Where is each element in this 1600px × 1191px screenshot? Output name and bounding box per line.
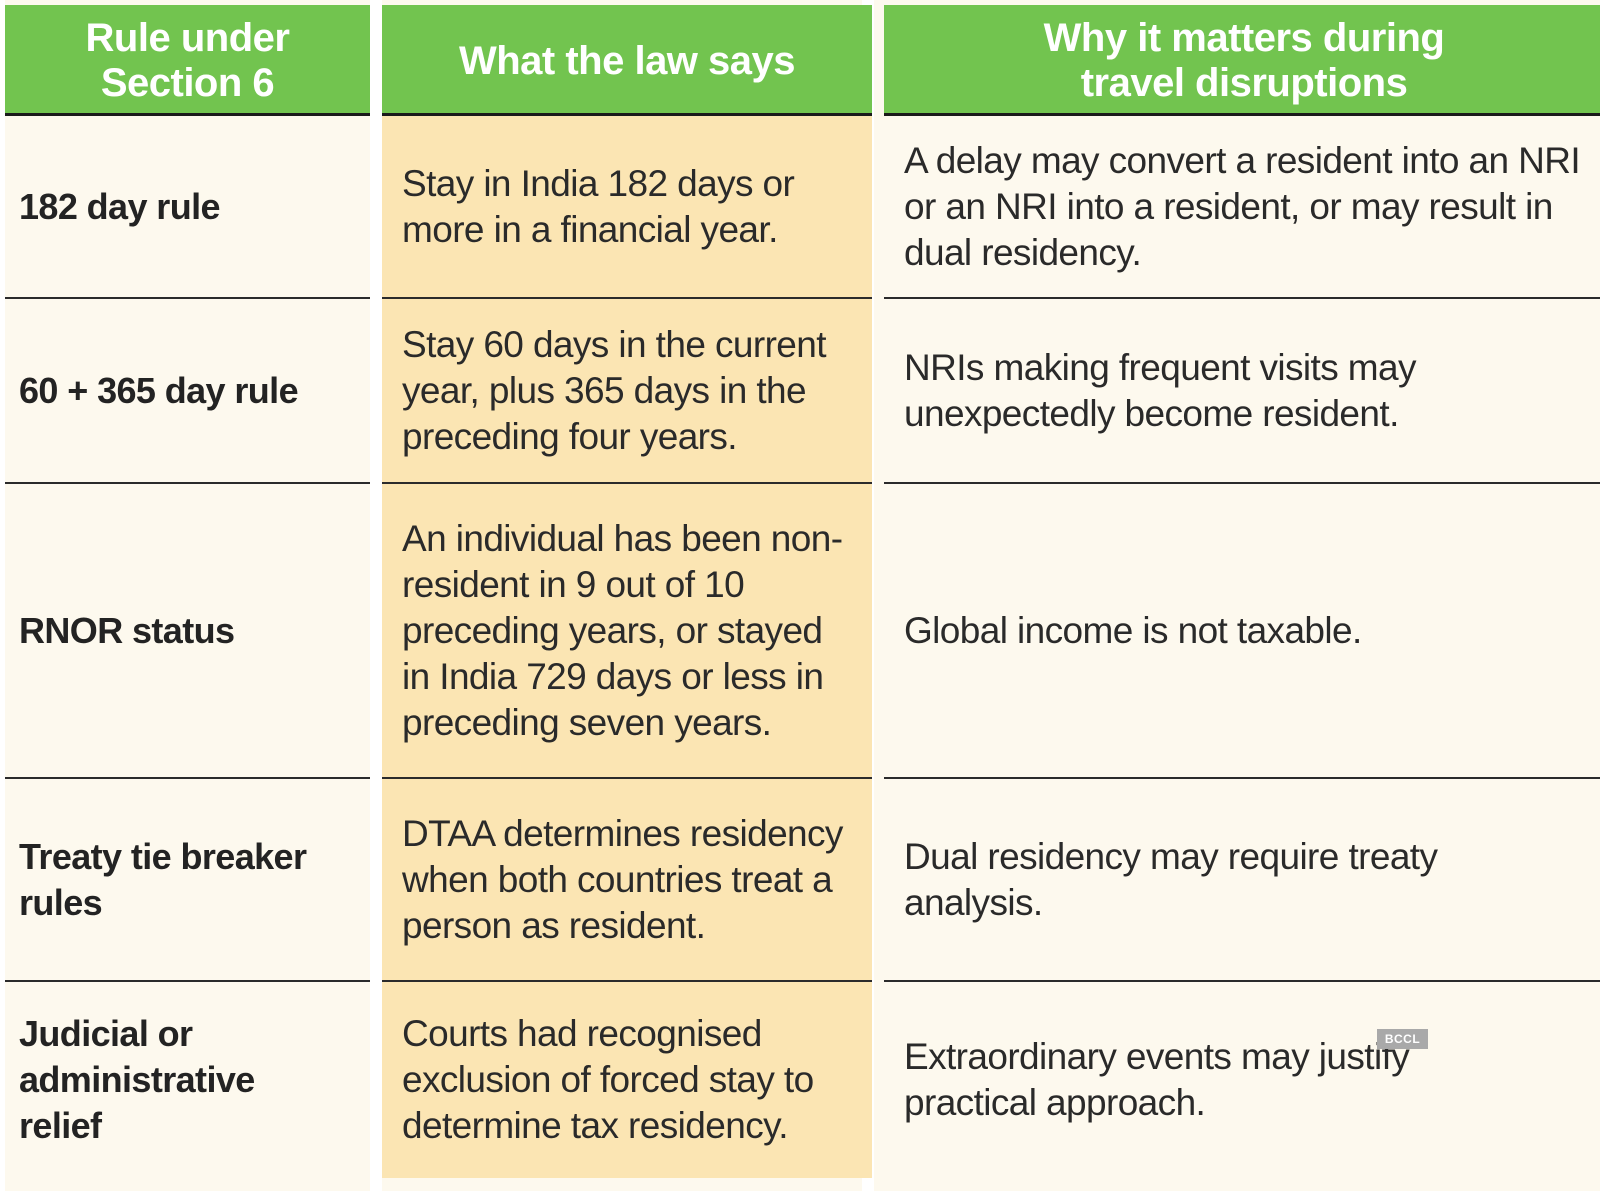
- row-1-rule: 182 day rule: [5, 116, 370, 299]
- header-rule: Rule under Section 6: [5, 5, 370, 116]
- row-4-why: Dual residency may require treaty analys…: [884, 779, 1600, 982]
- header-law: What the law says: [382, 5, 872, 116]
- row-2-why-text: NRIs making frequent visits may unexpect…: [904, 346, 1417, 434]
- row-4-why-text: Dual residency may require treaty analys…: [904, 835, 1438, 923]
- header-law-text: What the law says: [458, 38, 796, 83]
- row-3-law: An individual has been non-resident in 9…: [382, 484, 872, 779]
- row-1-law: Stay in India 182 days or more in a fina…: [382, 116, 872, 299]
- row-5-law-text: Courts had recognised exclusion of force…: [402, 1013, 814, 1146]
- row-4-rule: Treaty tie breaker rules: [5, 779, 370, 982]
- row-4-law: DTAA determines residency when both coun…: [382, 779, 872, 982]
- row-2-rule: 60 + 365 day rule: [5, 299, 370, 484]
- row-1-why: A delay may convert a resident into an N…: [884, 116, 1600, 299]
- row-5-law: Courts had recognised exclusion of force…: [382, 982, 872, 1178]
- row-3-why-text: Global income is not taxable.: [904, 609, 1362, 651]
- row-5-why-text: Extraordinary events may justify practic…: [904, 1036, 1410, 1123]
- row-5-rule-text: Judicial or administrative relief: [19, 1013, 255, 1146]
- header-why-text: Why it matters during travel disruptions: [1043, 16, 1445, 105]
- row-2-law-text: Stay 60 days in the current year, plus 3…: [402, 323, 827, 457]
- row-3-rule-text: RNOR status: [19, 609, 235, 651]
- row-1-why-text: A delay may convert a resident into an N…: [904, 139, 1581, 273]
- row-2-why: NRIs making frequent visits may unexpect…: [884, 299, 1600, 484]
- header-rule-text: Rule under Section 6: [85, 16, 290, 105]
- row-4-law-text: DTAA determines residency when both coun…: [402, 812, 843, 946]
- row-3-why: Global income is not taxable.: [884, 484, 1600, 779]
- row-5-why: Extraordinary events may justify practic…: [884, 982, 1600, 1178]
- row-3-rule: RNOR status: [5, 484, 370, 779]
- row-2-law: Stay 60 days in the current year, plus 3…: [382, 299, 872, 484]
- residency-rules-table: Rule under Section 6 What the law says W…: [5, 5, 1600, 1178]
- row-4-rule-text: Treaty tie breaker rules: [19, 835, 307, 923]
- row-5-rule: Judicial or administrative relief: [5, 982, 370, 1178]
- row-2-rule-text: 60 + 365 day rule: [19, 369, 299, 411]
- row-1-law-text: Stay in India 182 days or more in a fina…: [402, 162, 795, 250]
- row-1-rule-text: 182 day rule: [19, 185, 221, 227]
- row-3-law-text: An individual has been non-resident in 9…: [402, 517, 843, 743]
- header-why: Why it matters during travel disruptions: [884, 5, 1600, 116]
- bccl-watermark: BCCL: [1377, 1029, 1428, 1049]
